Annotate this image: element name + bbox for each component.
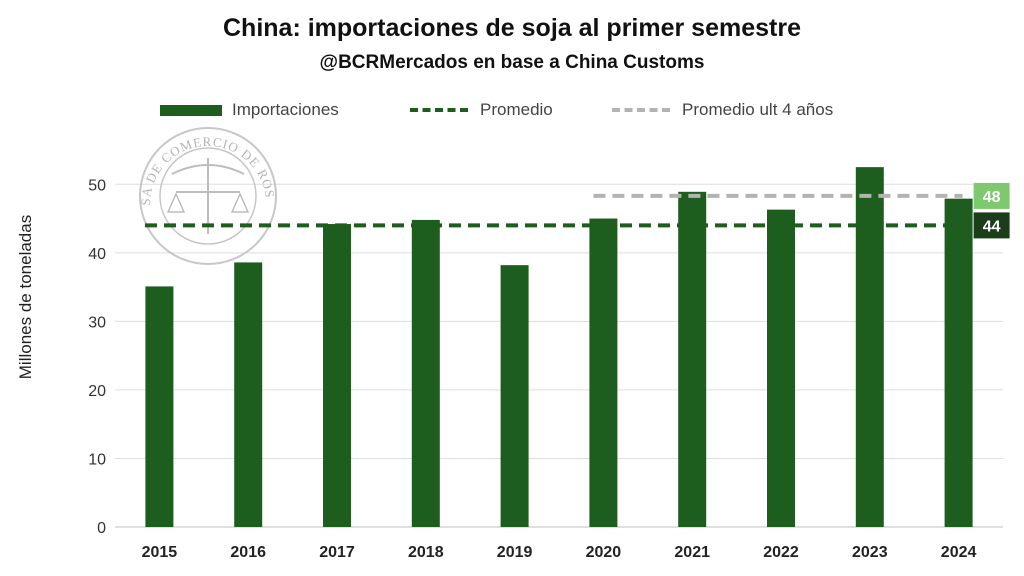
reference-label-box [973, 212, 1010, 239]
gridlines [115, 183, 1003, 528]
x-tick-label: 2020 [586, 544, 622, 561]
seal-scale-left-icon [166, 192, 186, 213]
legend-item-promedio-ult-4: Promedio ult 4 años [612, 98, 833, 122]
reference-lines: 44 48 [145, 182, 1010, 239]
x-tick-label: 2021 [674, 544, 710, 561]
x-tick-label: 2018 [408, 544, 444, 561]
reference-label-value: 44 [983, 218, 1001, 235]
bar-2019 [500, 265, 529, 527]
legend-swatch-importaciones [160, 104, 222, 116]
seal-inner-ring [159, 147, 257, 245]
bar-2018 [411, 219, 440, 527]
legend: Importaciones Promedio Promedio ult 4 añ… [0, 98, 1024, 122]
seal-wings-icon [171, 164, 245, 175]
bar-2015 [145, 286, 174, 527]
bar-2020 [589, 218, 618, 527]
bars [145, 167, 973, 528]
bar-2021 [678, 191, 707, 527]
bar-2024 [944, 198, 973, 527]
seal-outer-ring [139, 127, 277, 265]
bar-2022 [767, 209, 795, 527]
x-tick-label: 2023 [852, 544, 888, 561]
legend-label-promedio-ult-4: Promedio ult 4 años [682, 100, 834, 119]
x-tick-label: 2015 [142, 544, 178, 561]
legend-item-importaciones: Importaciones [160, 98, 339, 122]
y-tick-label: 50 [88, 177, 106, 194]
watermark-seal: BOLSA DE COMERCIO DE ROSARIO [0, 0, 278, 265]
legend-item-promedio: Promedio [410, 98, 553, 122]
x-tick-label: 2024 [941, 544, 977, 561]
chart-subtitle: @BCRMercados en base a China Customs [319, 52, 705, 73]
tick-labels: 0 10 20 30 40 50 2015 2016 2017 2018 2019 2020 2021 2… [88, 177, 976, 561]
y-tick-label: 40 [88, 246, 106, 263]
legend-label-promedio: Promedio [480, 100, 553, 119]
legend-swatch-promedio-ult-4 [612, 108, 670, 112]
bar-2023 [855, 167, 884, 528]
x-tick-label: 2017 [319, 544, 355, 561]
y-tick-label: 20 [88, 383, 106, 400]
reference-label-box [973, 182, 1010, 209]
x-tick-label: 2016 [230, 544, 266, 561]
chart-title: China: importaciones de soja al primer s… [223, 14, 801, 42]
reference-label-value: 48 [983, 189, 1001, 206]
seal-scale-right-icon [230, 192, 250, 213]
bar-2017 [323, 224, 351, 527]
y-tick-label: 10 [88, 451, 106, 468]
x-tick-label: 2019 [497, 544, 533, 561]
seal-text: BOLSA DE COMERCIO DE ROSARIO [0, 0, 278, 206]
y-tick-label: 0 [97, 520, 106, 537]
x-tick-label: 2022 [763, 544, 799, 561]
legend-label-importaciones: Importaciones [232, 100, 339, 119]
legend-swatch-promedio [410, 108, 468, 112]
y-tick-label: 30 [88, 314, 106, 331]
bar-2016 [234, 262, 263, 527]
